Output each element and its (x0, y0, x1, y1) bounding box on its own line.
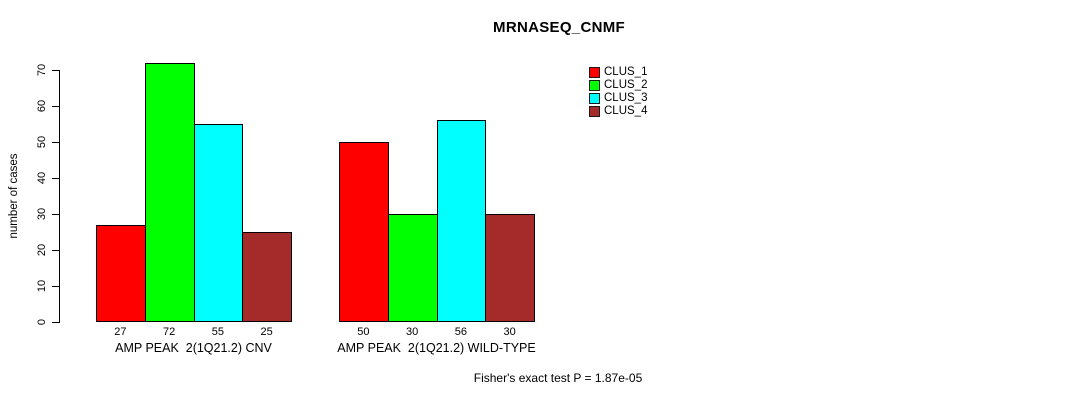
fisher-test-annotation: Fisher's exact test P = 1.87e-05 (473, 371, 643, 385)
legend-label: CLUS_4 (604, 105, 648, 117)
y-tick-70 (52, 69, 60, 71)
y-axis-line (59, 70, 60, 323)
bar-value-label: 72 (163, 326, 176, 338)
bar-value-label: 27 (114, 326, 127, 338)
y-tick-label-10: 10 (36, 279, 48, 293)
bar-value-label: 55 (211, 326, 224, 338)
y-tick-label-20: 20 (36, 243, 48, 257)
y-tick-30 (52, 213, 60, 215)
y-tick-label-40: 40 (36, 171, 48, 185)
bar-clus_3-group2 (436, 120, 487, 322)
y-tick-label-0: 0 (36, 318, 48, 326)
bar-clus_3-group1 (193, 124, 244, 322)
y-tick-10 (52, 285, 60, 287)
y-tick-50 (52, 141, 60, 143)
y-tick-label-50: 50 (36, 135, 48, 149)
bar-clus_1-group2 (339, 142, 389, 322)
legend-label: CLUS_2 (604, 79, 648, 91)
legend-label: CLUS_1 (604, 66, 648, 78)
y-tick-0 (52, 321, 60, 323)
y-axis-title: number of cases (8, 153, 20, 239)
y-tick-60 (52, 105, 60, 107)
group-label-2: AMP PEAK 2(1Q21.2) WILD-TYPE (337, 341, 536, 355)
legend-swatch-clus_4 (589, 106, 600, 117)
chart-title: MRNASEQ_CNMF (493, 19, 625, 36)
legend-label: CLUS_3 (604, 92, 648, 104)
group-label-1: AMP PEAK 2(1Q21.2) CNV (115, 341, 272, 355)
y-tick-label-60: 60 (36, 99, 48, 113)
bar-clus_4-group2 (485, 214, 535, 322)
y-tick-label-70: 70 (36, 63, 48, 77)
bar-value-label: 56 (454, 326, 467, 338)
legend-swatch-clus_3 (589, 93, 600, 104)
bar-value-label: 50 (357, 326, 370, 338)
bar-clus_2-group1 (144, 62, 195, 322)
y-tick-40 (52, 177, 60, 179)
bar-clus_1-group1 (96, 224, 146, 322)
bar-clus_4-group1 (242, 232, 292, 322)
bar-value-label: 30 (406, 326, 419, 338)
bar-clus_2-group2 (387, 214, 438, 322)
y-tick-label-30: 30 (36, 207, 48, 221)
bar-value-label: 25 (260, 326, 273, 338)
legend-swatch-clus_1 (589, 67, 600, 78)
y-tick-20 (52, 249, 60, 251)
bar-value-label: 30 (503, 326, 516, 338)
legend-swatch-clus_2 (589, 80, 600, 91)
